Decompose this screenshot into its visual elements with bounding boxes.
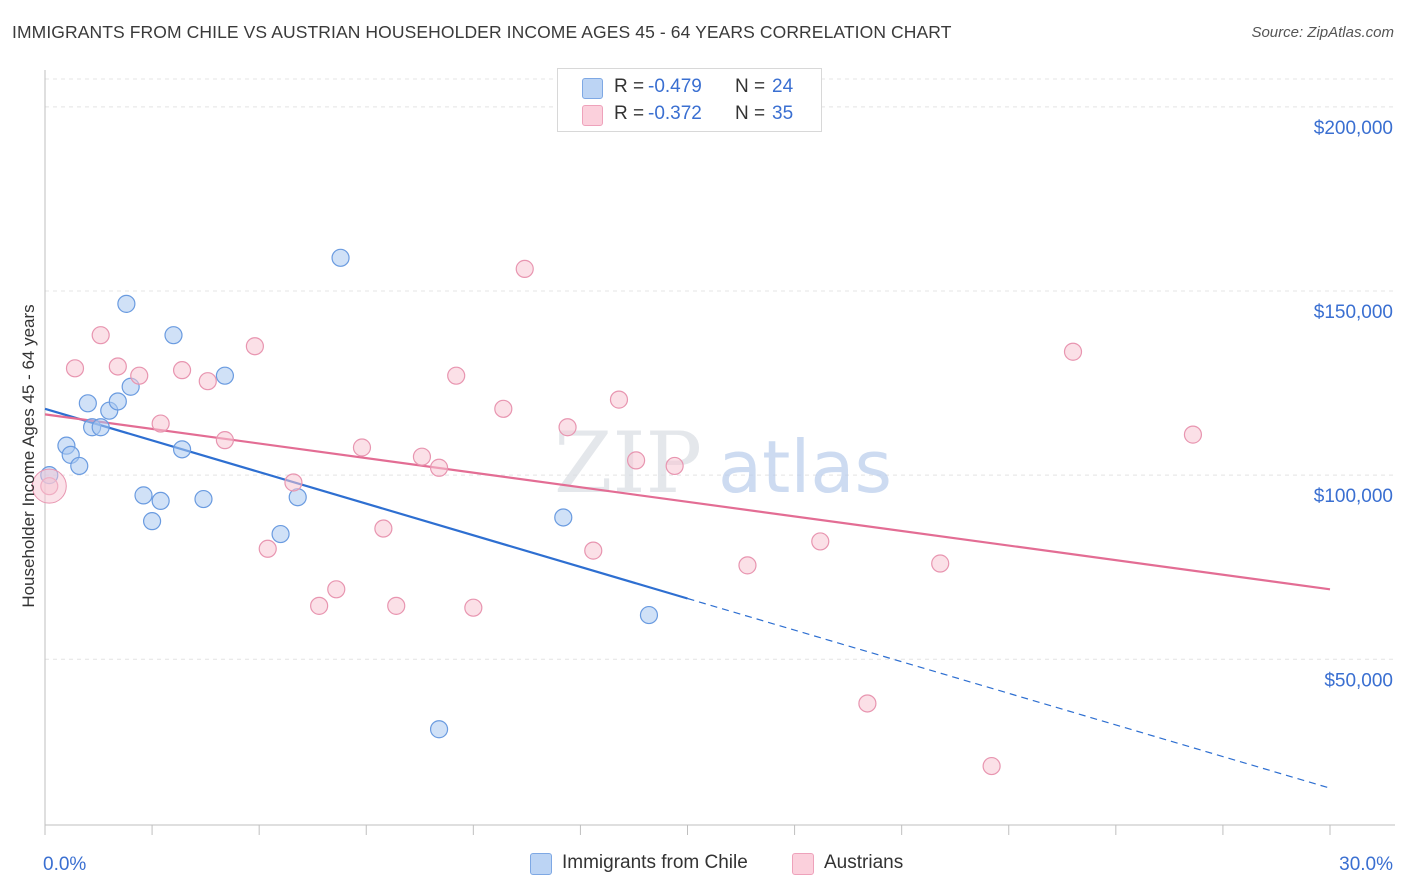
point-austrians	[429, 458, 449, 477]
x-tick-label: 30.0%	[1339, 854, 1393, 875]
point-chile	[331, 248, 350, 267]
x-tick-label: 0.0%	[43, 854, 86, 875]
point-austrians	[151, 414, 170, 433]
point-austrians	[198, 372, 217, 391]
legend-n-value: 24	[772, 76, 794, 97]
point-chile	[70, 456, 89, 476]
legend-n-value: 35	[772, 103, 794, 124]
y-tick-label: $100,000	[1314, 486, 1393, 507]
point-chile	[429, 720, 449, 739]
point-austrians	[65, 359, 85, 378]
point-austrians	[172, 361, 192, 380]
point-austrians	[626, 451, 646, 470]
legend-swatch-austrians	[582, 105, 603, 126]
watermark: ZIP atlas	[554, 414, 892, 512]
legend-n-label: N =	[735, 76, 766, 97]
trend-line-chile	[44, 407, 688, 600]
trend-line-chile-extension	[687, 597, 1331, 789]
point-austrians	[352, 438, 372, 457]
point-austrians	[464, 598, 483, 617]
point-austrians	[665, 456, 684, 476]
point-austrians	[447, 366, 466, 385]
point-chile	[151, 491, 170, 511]
point-austrians-large	[31, 468, 67, 504]
point-austrians	[374, 519, 393, 538]
series-swatch-chile	[530, 853, 552, 875]
point-austrians	[108, 357, 127, 376]
point-austrians	[811, 532, 830, 551]
legend-n-label: N =	[735, 103, 766, 124]
point-austrians	[284, 473, 303, 492]
point-austrians	[258, 539, 277, 558]
legend-r-value: -0.479	[648, 76, 702, 97]
point-austrians	[327, 580, 346, 599]
legend-r-label: R =	[614, 103, 645, 124]
point-austrians	[558, 418, 577, 437]
point-chile	[164, 326, 183, 345]
trend-lines	[44, 407, 1331, 789]
point-chile	[215, 366, 234, 385]
series-label-austrians: Austrians	[824, 852, 904, 873]
chart-source: Source: ZipAtlas.com	[1251, 24, 1394, 41]
point-austrians	[982, 756, 1001, 776]
point-chile	[78, 394, 97, 413]
point-chile	[271, 524, 290, 544]
point-austrians	[1183, 425, 1203, 444]
point-chile	[172, 440, 192, 459]
point-austrians	[412, 447, 432, 466]
point-chile	[108, 392, 127, 411]
point-austrians	[584, 541, 603, 560]
point-austrians	[858, 694, 877, 713]
chart-title: IMMIGRANTS FROM CHILE VS AUSTRIAN HOUSEH…	[12, 22, 952, 42]
point-austrians	[387, 596, 406, 615]
legend-swatch-chile	[582, 78, 603, 99]
series-label-chile: Immigrants from Chile	[562, 852, 748, 873]
correlation-legend: R = -0.479 N = 24 R = -0.372 N = 35	[557, 68, 822, 132]
point-chile	[554, 508, 573, 527]
point-chile	[117, 294, 136, 313]
series-swatch-austrians	[792, 853, 814, 875]
data-points	[31, 248, 1203, 776]
point-austrians	[515, 259, 534, 278]
axes: $50,000 $100,000 $150,000 $200,000 0.0% 30.0%	[43, 70, 1395, 875]
point-chile	[142, 512, 162, 531]
point-austrians	[215, 431, 234, 450]
point-chile	[134, 486, 153, 505]
gridlines	[45, 78, 1395, 660]
legend-r-label: R =	[614, 76, 645, 97]
point-austrians	[609, 390, 629, 409]
point-austrians	[130, 366, 149, 385]
point-austrians	[494, 399, 513, 418]
point-chile	[91, 418, 110, 437]
point-austrians	[310, 596, 329, 615]
point-chile	[639, 605, 659, 625]
watermark-atlas: atlas	[718, 425, 892, 509]
y-axis-label: Householder Income Ages 45 - 64 years	[19, 304, 38, 607]
point-austrians	[738, 556, 757, 575]
y-tick-label: $200,000	[1314, 118, 1393, 139]
point-austrians	[245, 337, 264, 356]
point-chile	[194, 489, 213, 509]
point-austrians	[91, 326, 110, 345]
point-austrians	[931, 554, 950, 573]
trend-line-austrians	[44, 413, 1331, 591]
point-austrians	[1063, 342, 1083, 361]
y-tick-label: $150,000	[1314, 302, 1393, 323]
legend-r-value: -0.372	[648, 103, 702, 124]
y-tick-label: $50,000	[1324, 670, 1393, 691]
